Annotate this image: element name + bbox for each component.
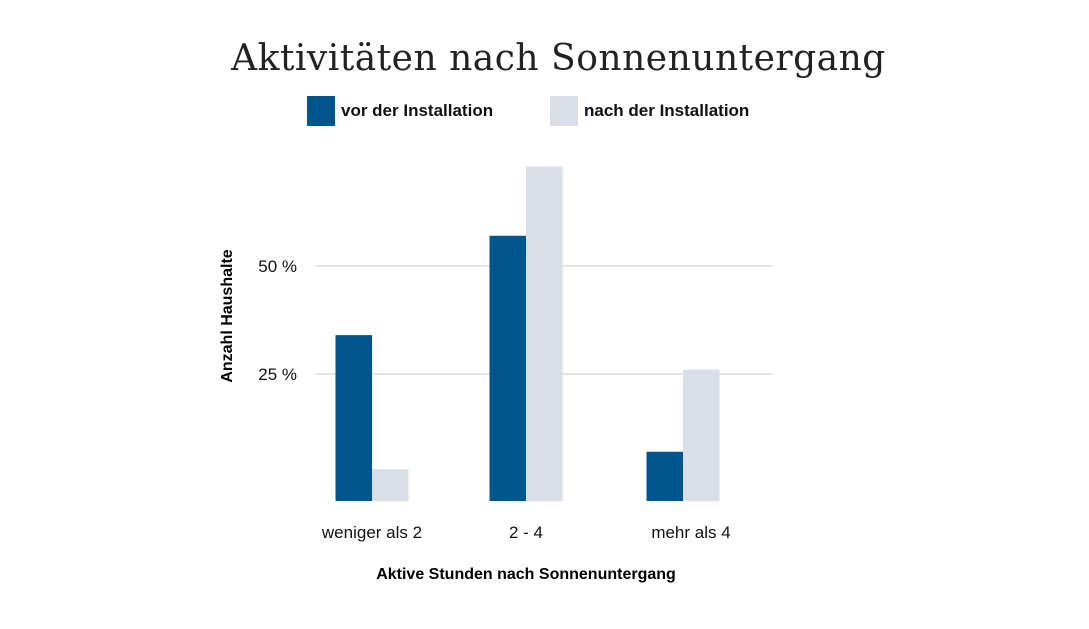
x-axis-label: Aktive Stunden nach Sonnenuntergang	[376, 566, 676, 583]
x-tick-label: mehr als 4	[651, 523, 730, 542]
bar-vor	[646, 451, 683, 501]
bar-nach	[526, 166, 563, 501]
legend-swatch-nach	[550, 96, 578, 126]
legend-label-nach: nach der Installation	[584, 101, 750, 120]
bar-vor	[335, 335, 372, 501]
y-tick-label: 50 %	[258, 257, 297, 276]
chart-title: Aktivitäten nach Sonnenuntergang	[231, 38, 886, 79]
legend-swatch-vor	[307, 96, 335, 126]
y-tick-label: 25 %	[258, 365, 297, 384]
legend-label-vor: vor der Installation	[341, 101, 494, 120]
legend-item-nach: nach der Installation	[550, 96, 749, 126]
bar-nach	[683, 369, 720, 501]
x-tick-label: weniger als 2	[321, 523, 422, 542]
legend-item-vor: vor der Installation	[307, 96, 493, 126]
bar-vor	[489, 235, 526, 501]
x-tick-label: 2 - 4	[509, 523, 543, 542]
bar-nach	[372, 469, 409, 501]
